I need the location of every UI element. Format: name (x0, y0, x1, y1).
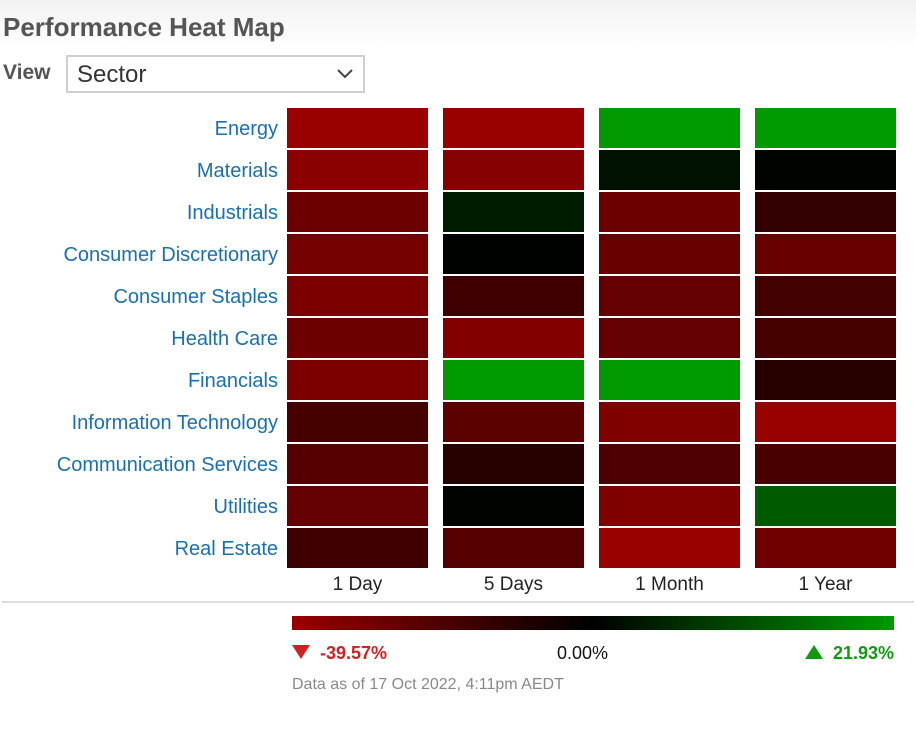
row-label[interactable]: Materials (197, 160, 278, 182)
heatmap-chart: Energy Materials Industrials Consumer Discr… (57, 108, 896, 595)
heatmap-cell[interactable] (755, 108, 896, 148)
row-label[interactable]: Consumer Staples (113, 286, 278, 308)
heatmap-cell[interactable] (443, 276, 584, 316)
legend-min-label: -39.57% (320, 643, 388, 663)
heatmap-cell[interactable] (287, 192, 428, 232)
heatmap-cell[interactable] (287, 150, 428, 190)
data-timestamp: Data as of 17 Oct 2022, 4:11pm AEDT (292, 676, 564, 693)
heatmap-cell[interactable] (755, 318, 896, 358)
heatmap-cell[interactable] (755, 360, 896, 400)
heatmap-cell[interactable] (755, 150, 896, 190)
heatmap-cell[interactable] (599, 318, 740, 358)
row-label[interactable]: Utilities (214, 496, 278, 518)
heatmap-cell[interactable] (755, 276, 896, 316)
heatmap-cell[interactable] (755, 486, 896, 526)
row-label[interactable]: Real Estate (175, 538, 278, 560)
column-label: 5 Days (484, 574, 543, 595)
view-select-value: Sector (77, 61, 147, 88)
column-label: 1 Year (799, 574, 854, 595)
row-label[interactable]: Information Technology (72, 412, 278, 434)
heatmap-cell[interactable] (443, 192, 584, 232)
heatmap-cell[interactable] (443, 528, 584, 568)
row-label[interactable]: Industrials (187, 202, 278, 224)
row-label[interactable]: Communication Services (57, 454, 278, 476)
view-label: View (3, 61, 51, 84)
heatmap-cell[interactable] (443, 234, 584, 274)
row-label[interactable]: Energy (215, 118, 278, 140)
heatmap-cell[interactable] (443, 108, 584, 148)
heatmap-cell[interactable] (599, 402, 740, 442)
heatmap-cell[interactable] (599, 528, 740, 568)
heatmap-cell[interactable] (755, 444, 896, 484)
heatmap-cell[interactable] (443, 360, 584, 400)
heatmap-cell[interactable] (443, 150, 584, 190)
view-select[interactable]: Sector (66, 55, 365, 93)
page-title: Performance Heat Map (0, 0, 916, 48)
column-label: 1 Day (333, 574, 383, 595)
heatmap-cell[interactable] (287, 234, 428, 274)
heatmap-cell[interactable] (599, 234, 740, 274)
heatmap-cell[interactable] (443, 402, 584, 442)
heatmap-cell[interactable] (599, 192, 740, 232)
heatmap-cell[interactable] (443, 486, 584, 526)
heatmap-cell[interactable] (287, 360, 428, 400)
legend-min: -39.57% (292, 643, 387, 664)
legend-max-label: 21.93% (832, 643, 894, 663)
heatmap-cell[interactable] (599, 360, 740, 400)
down-triangle-icon (292, 645, 310, 660)
heatmap-cell[interactable] (599, 444, 740, 484)
row-label[interactable]: Consumer Discretionary (63, 244, 278, 266)
legend-max: 21.93% (804, 643, 894, 664)
heatmap-cell[interactable] (599, 108, 740, 148)
heatmap-cell[interactable] (755, 192, 896, 232)
heatmap-cell[interactable] (287, 528, 428, 568)
heatmap-cell[interactable] (287, 486, 428, 526)
legend-mid-label: 0.00% (557, 643, 609, 663)
heatmap-cell[interactable] (443, 318, 584, 358)
heatmap-cell[interactable] (287, 276, 428, 316)
legend-color-bar (292, 616, 894, 630)
heatmap-cell[interactable] (599, 486, 740, 526)
row-label[interactable]: Health Care (171, 328, 278, 350)
heatmap-cell[interactable] (755, 234, 896, 274)
heatmap-cell[interactable] (287, 318, 428, 358)
heatmap-cell[interactable] (755, 402, 896, 442)
heatmap-cell[interactable] (287, 444, 428, 484)
up-triangle-icon (804, 645, 823, 660)
heatmap-cell[interactable] (755, 528, 896, 568)
divider (2, 601, 914, 603)
row-label[interactable]: Financials (188, 370, 278, 392)
heatmap-cell[interactable] (287, 108, 428, 148)
heatmap-cell[interactable] (287, 402, 428, 442)
heatmap-cell[interactable] (599, 150, 740, 190)
heatmap-cell[interactable] (599, 276, 740, 316)
heatmap-cell[interactable] (443, 444, 584, 484)
column-label: 1 Month (635, 574, 704, 595)
chevron-down-icon (337, 69, 353, 79)
